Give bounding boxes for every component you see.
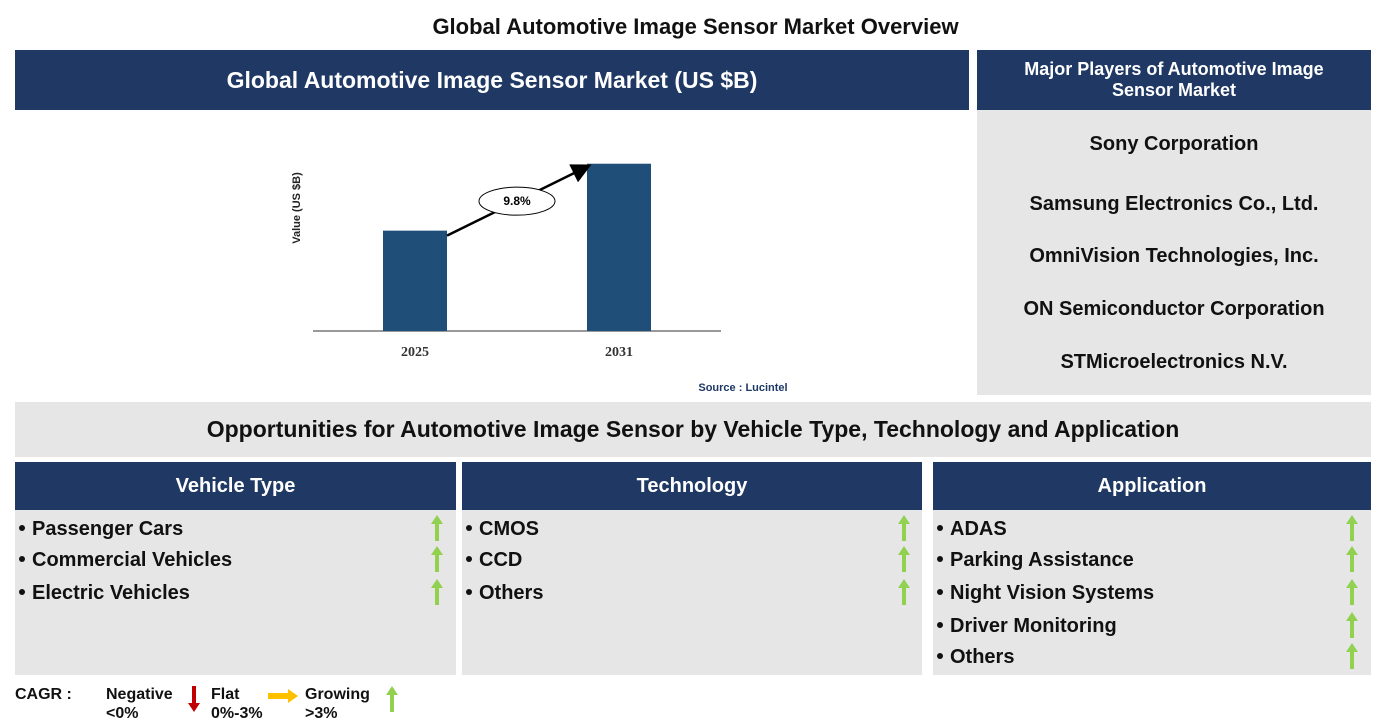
column-title: Application <box>933 462 1371 510</box>
arrow-shape <box>431 515 443 541</box>
player-name: STMicroelectronics N.V. <box>1060 351 1288 373</box>
item-text: CCD <box>479 549 523 571</box>
bullet <box>937 525 943 532</box>
legend-range: >3% <box>305 705 338 722</box>
cagr-bubble <box>478 186 556 216</box>
list-item: Electric Vehicles <box>15 582 190 605</box>
list-item: Night Vision Systems <box>933 582 1154 605</box>
list-item: Others <box>462 582 543 605</box>
arrow-shape <box>1346 515 1358 541</box>
y-axis-label: Value (US $B) <box>291 172 303 244</box>
arrow-shape <box>1346 643 1358 669</box>
column-title: Vehicle Type <box>15 462 456 510</box>
list-item: CCD <box>462 549 522 572</box>
bar <box>383 230 447 331</box>
page-title: Global Automotive Image Sensor Market Ov… <box>432 14 959 39</box>
item-text: Night Vision Systems <box>950 582 1155 604</box>
bar <box>587 163 651 331</box>
legend-label: CAGR : <box>15 686 72 703</box>
players-title: Major Players of Automotive Image Sensor… <box>977 50 1371 110</box>
bullet <box>937 653 943 660</box>
x-tick-label: 2031 <box>605 345 633 360</box>
arrow-shape <box>431 579 443 605</box>
column-body <box>15 510 456 675</box>
arrow-shape <box>898 515 910 541</box>
arrow-shape <box>898 546 910 572</box>
source: Source : Lucintel <box>698 382 787 394</box>
item-text: Parking Assistance <box>950 549 1134 571</box>
players-panel: Sony Corporation Samsung Electronics Co.,… <box>977 110 1371 395</box>
player-name: Samsung Electronics Co., Ltd. <box>1029 193 1319 215</box>
bullet <box>19 525 25 532</box>
trend-arrow <box>386 686 398 712</box>
list-item: Driver Monitoring <box>933 615 1117 638</box>
player-name: OmniVision Technologies, Inc. <box>1029 245 1319 267</box>
chart-title: Global Automotive Image Sensor Market (U… <box>15 50 969 110</box>
item-text: Driver Monitoring <box>950 615 1117 637</box>
trend-arrow <box>268 689 298 703</box>
arrow-shape <box>268 689 298 703</box>
list-item: Commercial Vehicles <box>15 549 232 572</box>
legend-name: Flat <box>211 686 240 703</box>
arrow-shape <box>898 579 910 605</box>
bullet <box>937 589 943 596</box>
legend-range: <0% <box>106 705 139 722</box>
trend-arrow <box>1346 612 1358 638</box>
item-text: Electric Vehicles <box>32 582 190 604</box>
bullet <box>466 525 472 532</box>
item-text: Others <box>479 582 544 604</box>
x-tick-label: 2025 <box>401 345 429 360</box>
chart: Value (US $B) 2025 2031 9.8% Source : Lucint… <box>291 163 788 394</box>
player-name: Sony Corporation <box>1089 133 1259 155</box>
legend-name: Growing <box>305 686 370 703</box>
item-text: Passenger Cars <box>32 518 184 540</box>
arrow-shape <box>431 546 443 572</box>
list-item: Passenger Cars <box>15 518 183 541</box>
arrow-shape <box>1346 579 1358 605</box>
trend-arrow <box>898 546 910 572</box>
list-item: Parking Assistance <box>933 549 1134 572</box>
arrow-shape <box>386 686 398 712</box>
bullet <box>466 556 472 563</box>
bullet <box>937 622 943 629</box>
column-body <box>462 510 922 675</box>
trend-arrow <box>1346 643 1358 669</box>
trend-arrow <box>1346 515 1358 541</box>
player-name: ON Semiconductor Corporation <box>1023 298 1325 320</box>
list-item: Others <box>933 646 1014 669</box>
arrow-shape <box>188 686 200 712</box>
bullet <box>19 556 25 563</box>
trend-arrow <box>898 579 910 605</box>
cagr-label: 9.8% <box>503 194 531 208</box>
item-text: Commercial Vehicles <box>32 549 233 571</box>
trend-arrow <box>431 579 443 605</box>
item-text: Others <box>950 646 1015 668</box>
arrow-shape <box>1346 612 1358 638</box>
bullet <box>19 589 25 596</box>
trend-arrow <box>431 515 443 541</box>
legend-name: Negative <box>106 686 173 703</box>
column-title: Technology <box>462 462 922 510</box>
trend-arrow <box>188 686 200 712</box>
trend-arrow <box>898 515 910 541</box>
column-body <box>933 510 1371 675</box>
trend-arrow <box>431 546 443 572</box>
item-text: CMOS <box>479 518 539 540</box>
bullet <box>466 589 472 596</box>
legend-range: 0%-3% <box>211 705 263 722</box>
list-item: ADAS <box>933 518 1007 541</box>
opportunities-title: Opportunities for Automotive Image Senso… <box>15 402 1371 457</box>
arrow-shape <box>1346 546 1358 572</box>
item-text: ADAS <box>950 518 1007 540</box>
trend-arrow <box>1346 579 1358 605</box>
list-item: CMOS <box>462 518 539 541</box>
bullet <box>937 556 943 563</box>
trend-arrow <box>1346 546 1358 572</box>
